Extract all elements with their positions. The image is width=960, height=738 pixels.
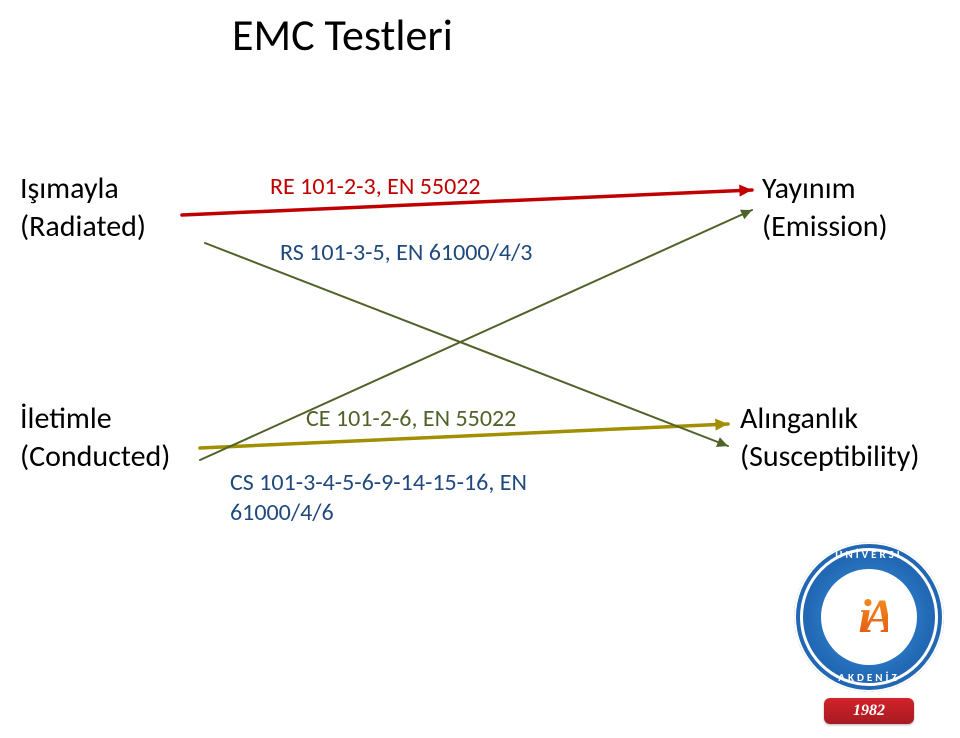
node-conducted-line2: (Conducted) (20, 438, 170, 475)
edge-label-re: RE 101-2-3, EN 55022 (270, 172, 481, 202)
logo-ring-bottom: AKDENİZ (794, 671, 944, 684)
node-susceptibility-line2: (Susceptibility) (740, 438, 919, 475)
node-susceptibility: Alınganlık (Susceptibility) (740, 400, 919, 475)
logo-monogram: iA (850, 598, 887, 636)
edge-label-ce: CE 101-2-6, EN 55022 (306, 404, 516, 434)
node-emission: Yayınım (Emission) (762, 170, 888, 245)
edge-label-rs: RS 101-3-5, EN 61000/4/3 (280, 238, 532, 268)
logo-inner-icon: iA (824, 572, 914, 662)
node-radiated-line1: Işımayla (20, 170, 119, 207)
node-susceptibility-line1: Alınganlık (740, 400, 858, 437)
university-logo: ÜNİVERSİ AKDENİZ iA 1982 (794, 542, 944, 722)
node-conducted: İletimle (Conducted) (20, 400, 170, 475)
logo-year-badge: 1982 (824, 698, 914, 724)
logo-ring-icon: ÜNİVERSİ AKDENİZ iA (794, 542, 944, 692)
node-conducted-line1: İletimle (20, 400, 112, 437)
node-emission-line2: (Emission) (762, 208, 888, 245)
edge-label-cs-line1: CS 101-3-4-5-6-9-14-15-16, EN (230, 468, 527, 497)
node-radiated: Işımayla (Radiated) (20, 170, 146, 245)
node-radiated-line2: (Radiated) (20, 208, 146, 245)
edge-label-cs-line2: 61000/4/6 (230, 498, 334, 527)
logo-ring-top: ÜNİVERSİ (794, 548, 944, 561)
page-title: EMC Testleri (232, 8, 453, 62)
edge-label-cs: CS 101-3-4-5-6-9-14-15-16, EN 61000/4/6 (230, 468, 527, 528)
node-emission-line1: Yayınım (762, 170, 856, 207)
